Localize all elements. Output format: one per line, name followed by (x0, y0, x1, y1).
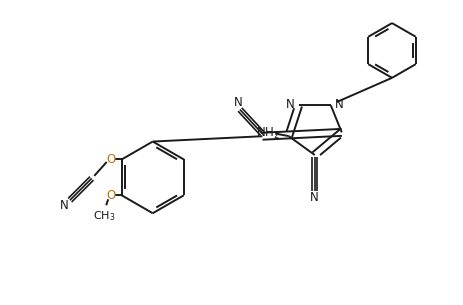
Text: O: O (106, 189, 115, 202)
Text: NH$_2$: NH$_2$ (256, 126, 280, 141)
Text: N: N (286, 98, 295, 111)
Text: CH$_3$: CH$_3$ (94, 209, 116, 223)
Text: N: N (310, 191, 319, 204)
Text: O: O (106, 153, 115, 166)
Text: N: N (233, 96, 242, 109)
Text: N: N (334, 98, 343, 111)
Text: N: N (60, 199, 68, 212)
